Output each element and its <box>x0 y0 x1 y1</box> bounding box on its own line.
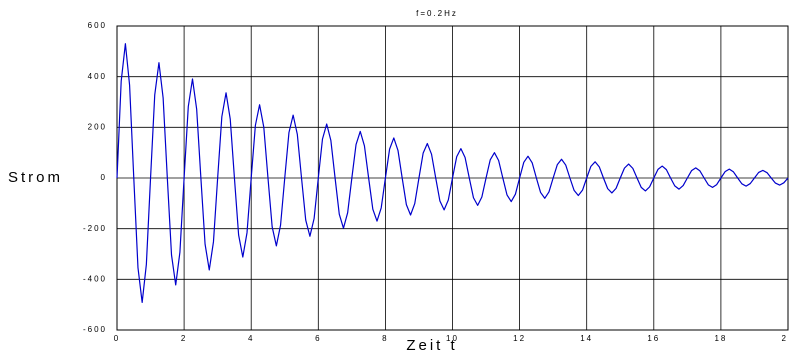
x-tick-label: 4 <box>248 334 254 343</box>
y-tick-label: -200 <box>83 224 107 233</box>
x-axis-label: Zeit t <box>406 337 457 354</box>
x-tick-label: 16 <box>647 334 660 343</box>
data-line <box>116 43 789 303</box>
y-tick-label: 400 <box>88 72 107 81</box>
x-tick-label: 12 <box>513 334 526 343</box>
y-axis-label: Strom <box>8 169 63 186</box>
x-tick-label: 2 <box>782 334 788 343</box>
y-tick-label: 600 <box>88 21 107 30</box>
y-tick-label: 200 <box>88 122 107 131</box>
y-tick-label: -600 <box>83 325 107 334</box>
x-tick-label: 8 <box>382 334 388 343</box>
x-tick-label: 0 <box>114 334 120 343</box>
x-tick-label: 6 <box>315 334 321 343</box>
y-tick-label: 0 <box>101 173 107 182</box>
x-tick-label: 14 <box>580 334 593 343</box>
x-tick-label: 2 <box>181 334 187 343</box>
x-tick-label: 10 <box>446 334 459 343</box>
x-tick-label: 18 <box>714 334 727 343</box>
y-tick-label: -400 <box>83 274 107 283</box>
chart-title: f=0.2Hz <box>416 9 458 18</box>
